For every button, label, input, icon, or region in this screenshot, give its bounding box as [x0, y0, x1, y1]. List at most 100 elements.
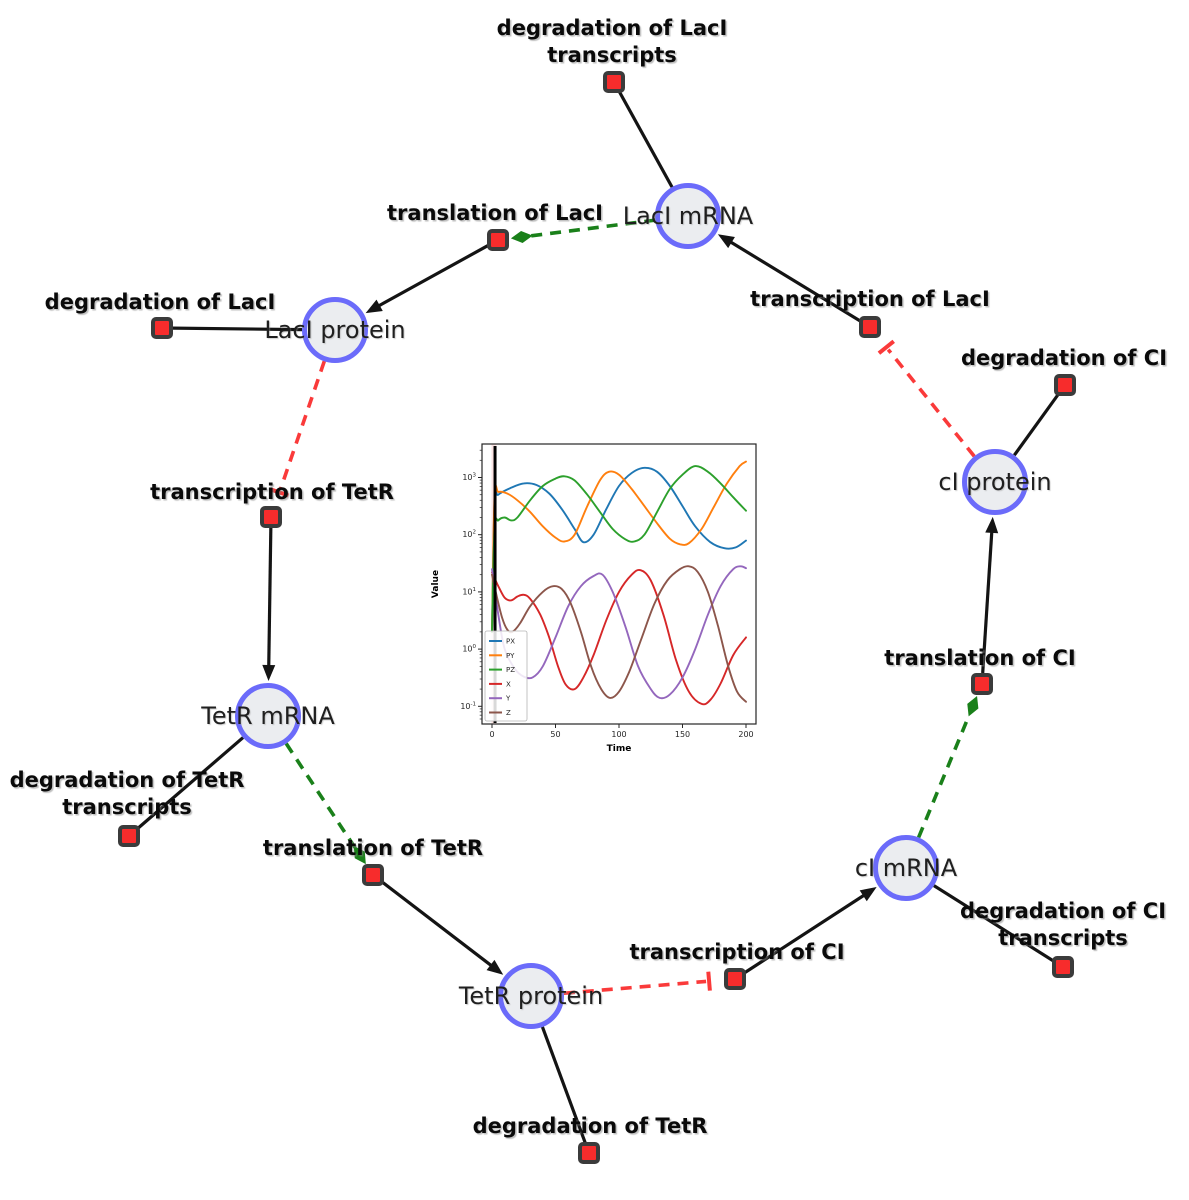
legend-entry-X: X — [506, 680, 511, 688]
reaction-label-deg_laci: degradation of LacI — [0, 289, 340, 316]
reaction-node-deg_ci_tx[interactable] — [1052, 956, 1074, 978]
legend-entry-PY: PY — [506, 652, 515, 660]
arrowhead-icon — [717, 234, 735, 249]
series-PY-line — [491, 460, 747, 633]
species-node-laci_mrna[interactable] — [655, 183, 721, 249]
reaction-node-transl_laci[interactable] — [487, 229, 509, 251]
reaction-label-line: degradation of TetR — [472, 1113, 708, 1138]
series-PX-line — [491, 466, 747, 633]
reaction-label-line: translation of TetR — [262, 835, 484, 860]
reaction-label-line: translation of CI — [884, 645, 1076, 670]
x-axis-label: Time — [607, 744, 632, 754]
reaction-node-deg_tetr_tx[interactable] — [118, 825, 140, 847]
x-tick-label: 0 — [489, 730, 494, 739]
y-tick-label: 101 — [462, 587, 476, 597]
species-label-laci_mrna: LacI mRNA — [622, 202, 754, 230]
edge-tetr_mrna-deg_tetr_tx — [127, 736, 245, 838]
arrowhead-icon — [486, 959, 504, 975]
reaction-node-deg_laci_tx[interactable] — [603, 71, 625, 93]
legend-entry-Z: Z — [506, 709, 511, 717]
x-tick-label: 50 — [550, 730, 560, 739]
y-tick-label: 10-1 — [460, 701, 476, 711]
reaction-node-transl_tetr[interactable] — [362, 864, 384, 886]
species-node-ci_mrna[interactable] — [873, 835, 939, 901]
edge-laci_protein-txn_tetr — [269, 360, 327, 498]
reaction-node-txn_tetr[interactable] — [260, 506, 282, 528]
arrowhead-icon — [365, 299, 383, 314]
edge-txn_laci-laci_mrna — [717, 234, 862, 323]
reaction-label-line: transcripts — [547, 43, 677, 67]
diamond-arrowhead-icon — [510, 231, 533, 243]
reaction-label-line: degradation of CI — [959, 899, 1167, 923]
reaction-label-line: transcription of CI — [629, 939, 845, 964]
diamond-arrowhead-icon — [967, 696, 979, 717]
species-node-ci_protein[interactable] — [962, 449, 1028, 515]
reaction-label-line: translation of LacI — [387, 200, 603, 225]
reaction-label-deg_ci: degradation of CI — [884, 345, 1189, 372]
reaction-label-line: degradation of TetR — [9, 768, 245, 792]
edge-laci_protein-deg_laci — [161, 326, 303, 332]
axes-frame — [481, 443, 757, 725]
edge-transl_ci-ci_protein — [981, 516, 999, 674]
arrowhead-icon — [859, 887, 877, 902]
edge-txn_tetr-tetr_mrna — [262, 527, 276, 682]
reaction-label-line: degradation of LacI — [44, 289, 276, 314]
species-label-ci_protein: cI protein — [938, 468, 1052, 496]
x-tick-label: 150 — [675, 730, 690, 739]
series-Z-line — [491, 565, 747, 703]
reaction-node-txn_laci[interactable] — [859, 316, 881, 338]
legend: PX PY PZ XYZ — [484, 630, 528, 722]
reaction-label-deg_tetr_tx: degradation of TetR transcripts — [0, 767, 307, 821]
edge-laci_mrna-deg_laci_tx — [612, 81, 674, 188]
reaction-label-line: degradation of CI — [960, 345, 1168, 370]
reaction-label-line: transcription of LacI — [750, 286, 990, 311]
edge-transl_laci-laci_protein — [365, 243, 490, 314]
edge-ci_protein-deg_ci — [1013, 384, 1067, 457]
edge-tetr_protein-deg_tetr — [540, 1026, 591, 1154]
reaction-label-line: transcripts — [998, 926, 1128, 950]
edge-tetr_mrna-transl_tetr — [284, 742, 366, 865]
reaction-label-txn_laci: transcription of LacI — [690, 286, 1050, 313]
series-X-line — [491, 569, 747, 706]
species-label-laci_protein: LacI protein — [264, 316, 406, 344]
diamond-arrowhead-icon — [353, 845, 366, 865]
reaction-label-txn_tetr: transcription of TetR — [92, 479, 452, 506]
inset-plot: 10-1 100 101 102 103 0 50 100 150 200 Time Value PX P… — [424, 428, 774, 773]
edge-txn_ci-ci_mrna — [743, 887, 877, 975]
reaction-label-deg_tetr: degradation of TetR — [410, 1113, 770, 1140]
edge-ci_protein-txn_laci — [877, 339, 976, 458]
reaction-label-line: transcription of TetR — [150, 479, 394, 504]
legend-entry-PZ: PZ — [506, 666, 515, 674]
y-tick-label: 103 — [462, 473, 476, 483]
reaction-node-transl_ci[interactable] — [971, 673, 993, 695]
reaction-label-transl_ci: translation of CI — [800, 645, 1160, 672]
reaction-label-deg_laci_tx: degradation of LacI transcripts — [432, 15, 792, 69]
y-axis-label: Value — [431, 570, 441, 598]
species-node-tetr_protein[interactable] — [498, 963, 564, 1029]
inhibitor-bar-icon — [877, 339, 895, 355]
reaction-node-deg_ci[interactable] — [1054, 374, 1076, 396]
species-label-ci_mrna: cI mRNA — [854, 854, 958, 882]
reaction-node-deg_tetr[interactable] — [578, 1142, 600, 1164]
arrowhead-icon — [985, 516, 999, 534]
species-label-tetr_mrna: TetR mRNA — [201, 702, 335, 730]
reaction-label-deg_ci_tx: degradation of CI transcripts — [883, 898, 1189, 952]
x-tick-label: 100 — [611, 730, 626, 739]
species-node-tetr_mrna[interactable] — [235, 683, 301, 749]
y-tick-label: 100 — [462, 644, 476, 654]
edge-tetr_protein-txn_ci — [563, 971, 712, 996]
reaction-label-txn_ci: transcription of CI — [557, 939, 917, 966]
series-PZ-line — [491, 465, 747, 633]
legend-entry-PX: PX — [506, 638, 515, 646]
reaction-node-deg_laci[interactable] — [151, 317, 173, 339]
x-tick-label: 200 — [738, 730, 753, 739]
edge-transl_tetr-tetr_protein — [380, 880, 504, 975]
edge-ci_mrna-transl_ci — [916, 696, 979, 839]
reaction-label-transl_tetr: translation of TetR — [193, 835, 553, 862]
edge-laci_mrna-transl_laci — [510, 218, 656, 243]
species-node-laci_protein[interactable] — [302, 297, 368, 363]
reaction-node-txn_ci[interactable] — [724, 968, 746, 990]
